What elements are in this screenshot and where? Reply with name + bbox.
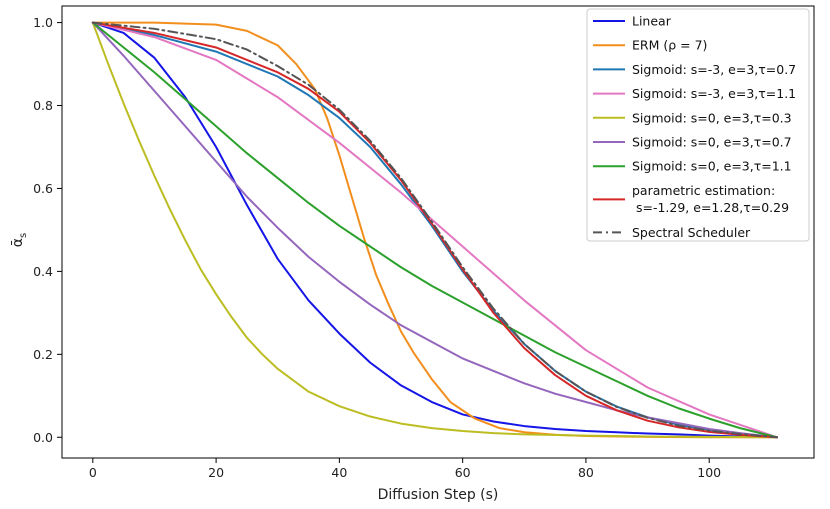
legend-label: Sigmoid: s=0, e=3,τ=0.3	[632, 110, 792, 125]
series-line-4	[91, 21, 779, 439]
y-axis-label-sub: s	[18, 233, 29, 238]
legend-entries: Linear ERM (ρ = 7) Sigmoid: s=-3, e=3,τ=0.…	[593, 14, 796, 240]
legend-label: parametric estimation:	[632, 183, 775, 198]
y-tick-label: 0.8	[33, 98, 53, 113]
series-line-5	[91, 21, 779, 439]
y-tick-label: 1.0	[33, 15, 53, 30]
legend-label: Sigmoid: s=0, e=3,τ=1.1	[632, 159, 792, 174]
y-tick-label: 0.0	[33, 430, 53, 445]
x-tick-label: 100	[697, 465, 721, 480]
y-axis-ticks: 0.0 0.2 0.4 0.6 0.8 1.0	[33, 15, 62, 445]
legend-label: Sigmoid: s=-3, e=3,τ=0.7	[632, 62, 796, 77]
legend-box	[586, 8, 810, 242]
legend-label: ERM (ρ = 7)	[632, 38, 707, 53]
series-line-6	[91, 21, 779, 439]
series-line-1	[91, 21, 779, 439]
legend-label: Sigmoid: s=0, e=3,τ=0.7	[632, 135, 792, 150]
x-tick-label: 0	[89, 465, 97, 480]
x-axis-ticks: 0 20 40 60 80 100	[89, 458, 721, 480]
legend-label-line2: s=-1.29, e=1.28,τ=0.29	[632, 200, 789, 215]
series-line-7	[91, 21, 779, 439]
series-line-9	[91, 21, 779, 439]
y-tick-label: 0.6	[33, 181, 53, 196]
x-tick-label: 40	[331, 465, 347, 480]
x-tick-label: 20	[208, 465, 224, 480]
series-line-8	[91, 21, 779, 439]
y-tick-label: 0.2	[33, 347, 53, 362]
y-axis-label-main: ᾱ	[10, 238, 26, 247]
y-axis-label: ᾱs	[10, 233, 29, 247]
legend-label: Sigmoid: s=-3, e=3,τ=1.1	[632, 86, 796, 101]
x-tick-label: 60	[455, 465, 471, 480]
plot-frame	[61, 5, 815, 459]
legend-label: Linear	[632, 14, 672, 29]
legend: Linear ERM (ρ = 7) Sigmoid: s=-3, e=3,τ=0.…	[586, 8, 810, 242]
legend-label: Spectral Scheduler	[632, 225, 751, 240]
x-axis-label: Diffusion Step (s)	[378, 487, 499, 503]
series-layer	[91, 21, 779, 439]
x-tick-label: 80	[578, 465, 594, 480]
y-tick-label: 0.4	[33, 264, 53, 279]
